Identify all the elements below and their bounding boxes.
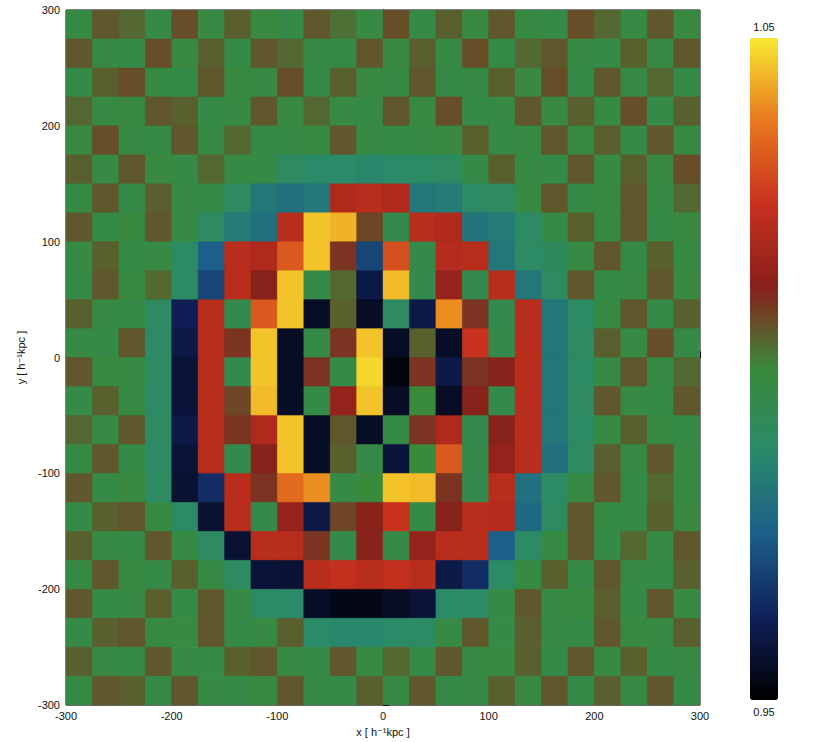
svg-text:-300: -300	[55, 710, 77, 722]
svg-text:100: 100	[479, 710, 497, 722]
svg-text:100: 100	[42, 236, 60, 248]
svg-text:x [ h⁻¹kpc ]: x [ h⁻¹kpc ]	[356, 726, 410, 738]
svg-text:-100: -100	[266, 710, 288, 722]
svg-text:-300: -300	[38, 699, 60, 712]
svg-text:-200: -200	[161, 710, 183, 722]
svg-text:1.05: 1.05	[753, 21, 774, 33]
svg-text:-200: -200	[38, 583, 60, 595]
svg-text:200: 200	[585, 710, 603, 722]
svg-text:0: 0	[54, 352, 60, 364]
svg-text:y [ h⁻¹kpc ]: y [ h⁻¹kpc ]	[15, 331, 27, 385]
svg-text:300: 300	[691, 710, 709, 722]
svg-text:200: 200	[42, 120, 60, 132]
svg-text:-100: -100	[38, 467, 60, 479]
svg-text:0: 0	[380, 710, 386, 722]
svg-text:0.95: 0.95	[753, 706, 774, 718]
svg-text:300: 300	[42, 4, 60, 16]
